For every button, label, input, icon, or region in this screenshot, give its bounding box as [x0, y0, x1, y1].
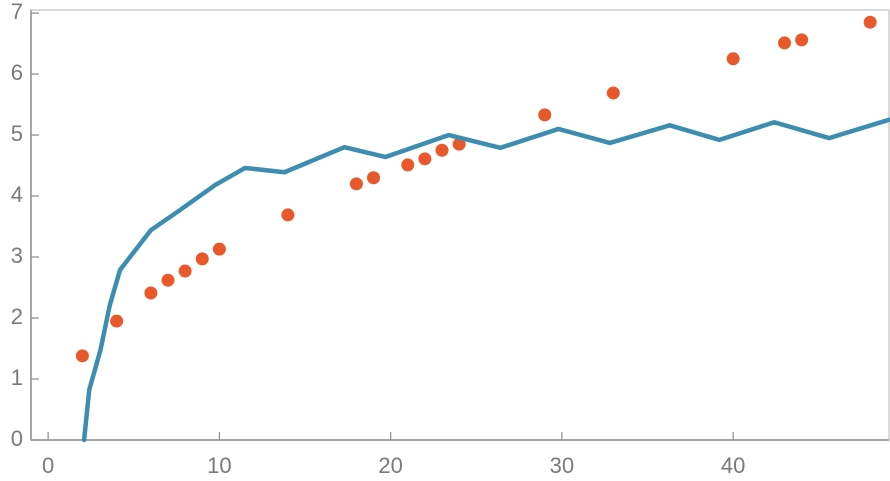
x-tick-label: 0 — [42, 453, 54, 478]
point — [195, 252, 209, 266]
y-tick-label: 1 — [11, 365, 23, 390]
point — [281, 208, 295, 222]
point — [452, 137, 466, 151]
y-tick-label: 5 — [11, 121, 23, 146]
point — [110, 314, 124, 328]
point — [401, 158, 415, 172]
y-tick-label: 2 — [11, 304, 23, 329]
point — [863, 15, 877, 29]
point — [178, 264, 192, 278]
x-tick-label: 40 — [721, 453, 745, 478]
x-tick-label: 20 — [378, 453, 402, 478]
point — [795, 33, 809, 47]
curve — [81, 117, 890, 443]
y-tick-label: 3 — [11, 243, 23, 268]
y-tick-label: 4 — [11, 182, 23, 207]
y-tick-label: 0 — [11, 426, 23, 451]
point — [144, 286, 158, 300]
point — [418, 152, 432, 166]
y-tick-label: 6 — [11, 60, 23, 85]
point — [726, 52, 740, 66]
point — [435, 143, 449, 157]
y-tick-label: 7 — [11, 0, 23, 24]
point — [606, 86, 620, 100]
point — [538, 108, 552, 122]
x-tick-label: 10 — [207, 453, 231, 478]
point — [778, 36, 792, 50]
point — [349, 177, 363, 191]
point — [75, 349, 89, 363]
point — [212, 242, 226, 256]
point — [367, 171, 381, 185]
point — [161, 273, 175, 287]
x-tick-label: 30 — [550, 453, 574, 478]
